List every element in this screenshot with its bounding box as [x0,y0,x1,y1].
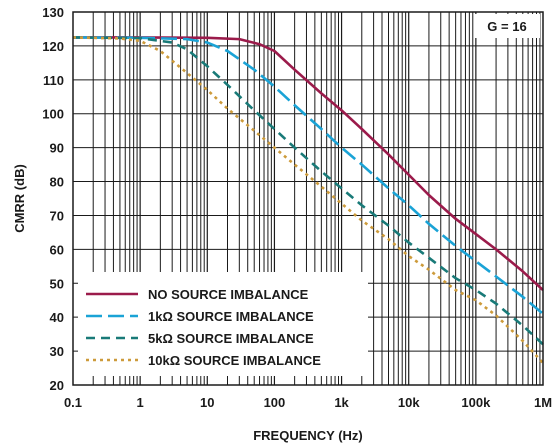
x-tick-label: 1k [334,395,349,410]
y-tick-label: 100 [42,107,64,122]
x-tick-label: 10k [398,395,420,410]
series-line-2 [72,36,544,315]
x-tick-label: 10 [200,395,214,410]
legend-label-4: 10kΩ SOURCE IMBALANCE [148,353,321,368]
x-tick-label: 0.1 [64,395,82,410]
y-tick-label: 120 [42,39,64,54]
y-tick-label: 90 [50,141,64,156]
x-axis-label: FREQUENCY (Hz) [253,428,363,443]
gain-annotation: G = 16 [487,19,526,34]
x-tick-label: 100k [461,395,491,410]
y-tick-label: 20 [50,378,64,393]
gain-annotation-box [474,14,540,38]
legend-label-2: 1kΩ SOURCE IMBALANCE [148,309,314,324]
y-tick-label: 30 [50,344,64,359]
series-line-1 [73,36,544,292]
y-tick-label: 80 [50,175,64,190]
series-line-4 [72,36,544,364]
series-lines [72,36,544,364]
y-axis-label: CMRR (dB) [12,164,27,233]
plot-frame [72,11,544,386]
y-tick-label: 110 [43,73,64,88]
legend-label-3: 5kΩ SOURCE IMBALANCE [148,331,314,346]
x-tick-label: 100 [264,395,286,410]
y-tick-label: 130 [42,5,64,20]
y-tick-labels: 20 30 40 50 60 70 80 90 100 110 120 130 [42,5,64,393]
legend-label-1: NO SOURCE IMBALANCE [148,287,309,302]
legend: NO SOURCE IMBALANCE 1kΩ SOURCE IMBALANCE 5… [78,272,368,376]
x-tick-labels: 0.1 1 10 100 1k 10k 100k 1M [64,395,552,410]
x-tick-label: 1M [534,395,552,410]
series-line-3 [72,36,544,346]
y-tick-label: 70 [50,208,64,223]
y-tick-label: 60 [50,242,64,257]
y-tick-label: 50 [50,276,64,291]
legend-background [78,272,368,376]
y-tick-label: 40 [50,310,64,325]
x-tick-label: 1 [137,395,144,410]
